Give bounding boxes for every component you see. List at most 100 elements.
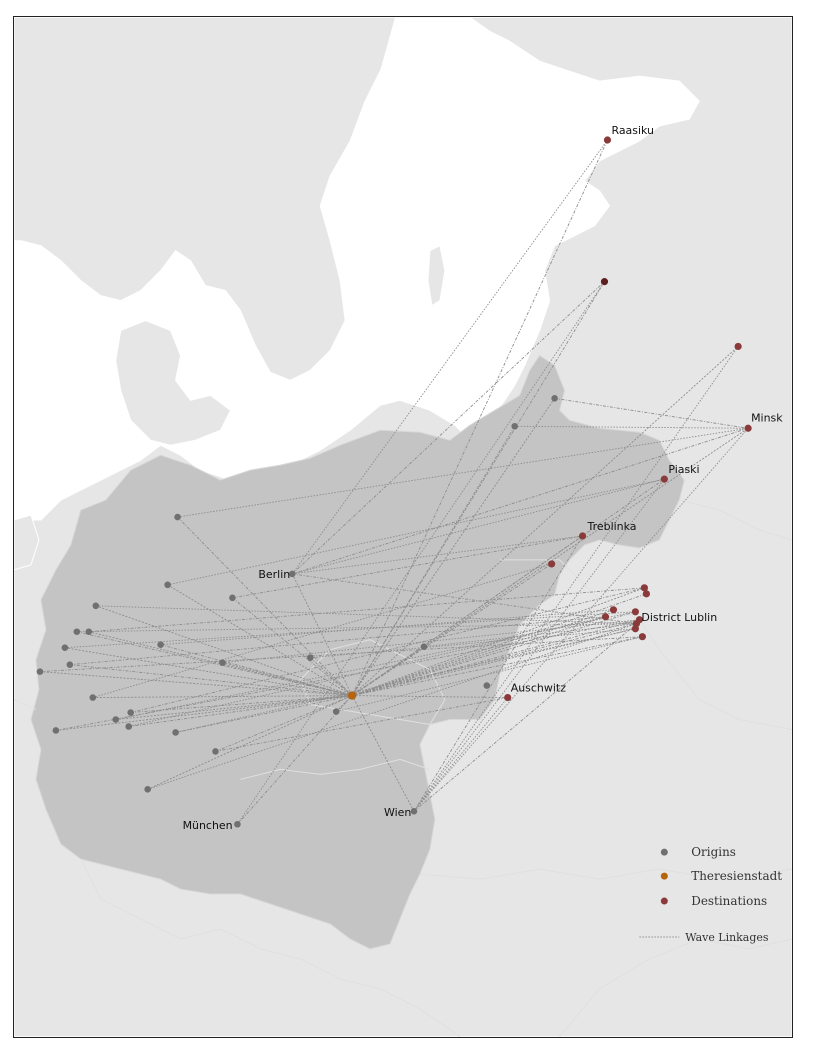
linkage-direct-10 xyxy=(413,535,583,812)
legend-origin-symbol xyxy=(660,848,668,856)
origin-points xyxy=(36,395,558,828)
linkage-hub-to-dest-4 xyxy=(351,535,583,696)
linkage-direct-21 xyxy=(64,611,636,649)
origin-point-origin-5[interactable] xyxy=(551,395,558,402)
destination-points xyxy=(504,136,752,702)
origin-point-origin-19[interactable] xyxy=(89,694,97,701)
linkage-direct-19 xyxy=(88,587,645,633)
destination-point-dest-lublin-8[interactable] xyxy=(631,625,639,633)
linkage-direct-15 xyxy=(167,478,665,586)
origin-point-origin-12[interactable] xyxy=(157,641,164,648)
linkage-origin-2-to-hub xyxy=(237,695,353,825)
destination-point-raasiku[interactable] xyxy=(603,136,612,144)
border-east xyxy=(499,559,660,650)
linkage-direct-37 xyxy=(291,281,605,575)
origin-point-berlin[interactable] xyxy=(288,570,296,578)
place-labels: Raasiku Minsk Piaski Treblinka District … xyxy=(183,124,784,832)
border-east-4 xyxy=(559,938,792,1037)
internal-borders xyxy=(14,499,792,1037)
legend: Origins Theresienstadt Destinations Wave… xyxy=(639,845,782,944)
linkage-direct-8 xyxy=(413,427,749,812)
linkage-origin-14-to-hub xyxy=(69,664,353,697)
origin-point-origin-24[interactable] xyxy=(172,729,179,736)
linkage-direct-31 xyxy=(55,619,640,731)
linkage-direct-24 xyxy=(310,628,636,659)
linkage-hub-to-dest-6 xyxy=(352,695,508,699)
origin-point-origin-9[interactable] xyxy=(92,602,100,610)
linkage-direct-9 xyxy=(413,478,665,812)
destination-point-treblinka[interactable] xyxy=(578,532,587,540)
origin-point-origin-17[interactable] xyxy=(36,668,44,675)
legend-theresienstadt-symbol xyxy=(660,872,668,880)
label-auschwitz: Auschwitz xyxy=(511,682,566,695)
theresienstadt-point[interactable] xyxy=(347,691,357,700)
linkage-direct-7 xyxy=(413,623,637,812)
wave-linkages xyxy=(39,139,749,825)
linkage-direct-28 xyxy=(130,587,645,713)
destination-point-dest-lublin-4[interactable] xyxy=(609,606,618,614)
origin-point-origin-15[interactable] xyxy=(219,659,226,666)
linkage-origin-15-to-hub xyxy=(222,662,353,697)
origin-point-origin-10[interactable] xyxy=(73,628,81,636)
linkage-hub-to-dest-17 xyxy=(352,636,643,697)
origin-point-origin-23[interactable] xyxy=(52,727,60,734)
origin-point-origin-8[interactable] xyxy=(229,594,236,602)
destination-point-dest-lublin-3[interactable] xyxy=(642,590,650,598)
origin-point-origin-27[interactable] xyxy=(144,786,151,793)
destination-point-dest-lublin-2[interactable] xyxy=(640,584,648,592)
linkage-direct-22 xyxy=(69,616,606,666)
linkage-direct-18 xyxy=(76,623,637,633)
origin-point-origin-22[interactable] xyxy=(125,723,132,730)
origin-point-origin-13[interactable] xyxy=(61,644,69,651)
label-berlin: Berlin xyxy=(258,568,290,581)
destination-point-minsk[interactable] xyxy=(744,424,752,432)
linkage-direct-1 xyxy=(292,427,749,575)
linkage-origin-23-to-hub xyxy=(55,695,353,731)
origin-point-origin-16[interactable] xyxy=(306,654,314,661)
deportation-map[interactable]: Raasiku Minsk Piaski Treblinka District … xyxy=(14,17,792,1037)
linkage-direct-35 xyxy=(147,623,637,790)
destination-point-dest-lublin-9[interactable] xyxy=(638,633,646,641)
destination-point-dest-riga[interactable] xyxy=(600,278,609,286)
origin-point-near-auschwitz[interactable] xyxy=(483,682,491,689)
linkage-origin-13-to-hub xyxy=(64,647,353,697)
destination-point-auschwitz[interactable] xyxy=(504,693,512,702)
destination-point-dest-lublin-6[interactable] xyxy=(601,613,610,621)
label-muenchen: München xyxy=(183,819,233,832)
border-south-2 xyxy=(300,958,461,1037)
destination-point-dest-east[interactable] xyxy=(734,342,742,351)
label-wien: Wien xyxy=(384,806,411,819)
linkage-origin-24-to-hub xyxy=(175,695,353,733)
origin-point-origin-7[interactable] xyxy=(164,581,171,589)
origin-point-origin-26[interactable] xyxy=(212,748,219,755)
linkage-origin-8-to-hub xyxy=(232,597,353,696)
origin-point-origin-4[interactable] xyxy=(174,513,181,521)
label-district-lublin: District Lublin xyxy=(641,611,717,624)
destination-point-dest-lublin-7[interactable] xyxy=(635,616,643,624)
origin-point-origin-21[interactable] xyxy=(112,716,120,723)
linkage-direct-30 xyxy=(128,616,606,727)
origin-point-origin-18[interactable] xyxy=(420,643,428,650)
destination-point-piaski[interactable] xyxy=(660,475,668,483)
linkage-origin-22-to-hub xyxy=(128,695,353,727)
origin-point-origin-25[interactable] xyxy=(332,708,340,715)
linkage-origin-10-to-hub xyxy=(76,631,353,697)
linkage-hub-to-dest-14 xyxy=(351,616,606,696)
origin-point-origin-20[interactable] xyxy=(127,709,134,716)
linkage-origin-16-to-hub xyxy=(309,657,353,696)
border-austria xyxy=(240,758,431,780)
origin-point-origin-11[interactable] xyxy=(85,628,93,636)
destination-point-dest-warsaw[interactable] xyxy=(548,560,556,568)
destination-point-dest-lublin-5[interactable] xyxy=(631,608,639,616)
linkage-direct-23 xyxy=(222,619,640,664)
hub-point-group xyxy=(347,691,357,700)
legend-wave-linkages-label: Wave Linkages xyxy=(685,931,769,944)
origin-point-origin-6[interactable] xyxy=(511,422,519,430)
border-east-2 xyxy=(679,499,792,541)
border-west xyxy=(14,699,37,710)
linkage-direct-4 xyxy=(292,573,637,625)
origin-point-origin-14[interactable] xyxy=(66,661,74,668)
origin-point-wien[interactable] xyxy=(410,807,418,815)
origin-point-m-nchen[interactable] xyxy=(234,820,241,828)
linkage-direct-32 xyxy=(175,628,636,733)
